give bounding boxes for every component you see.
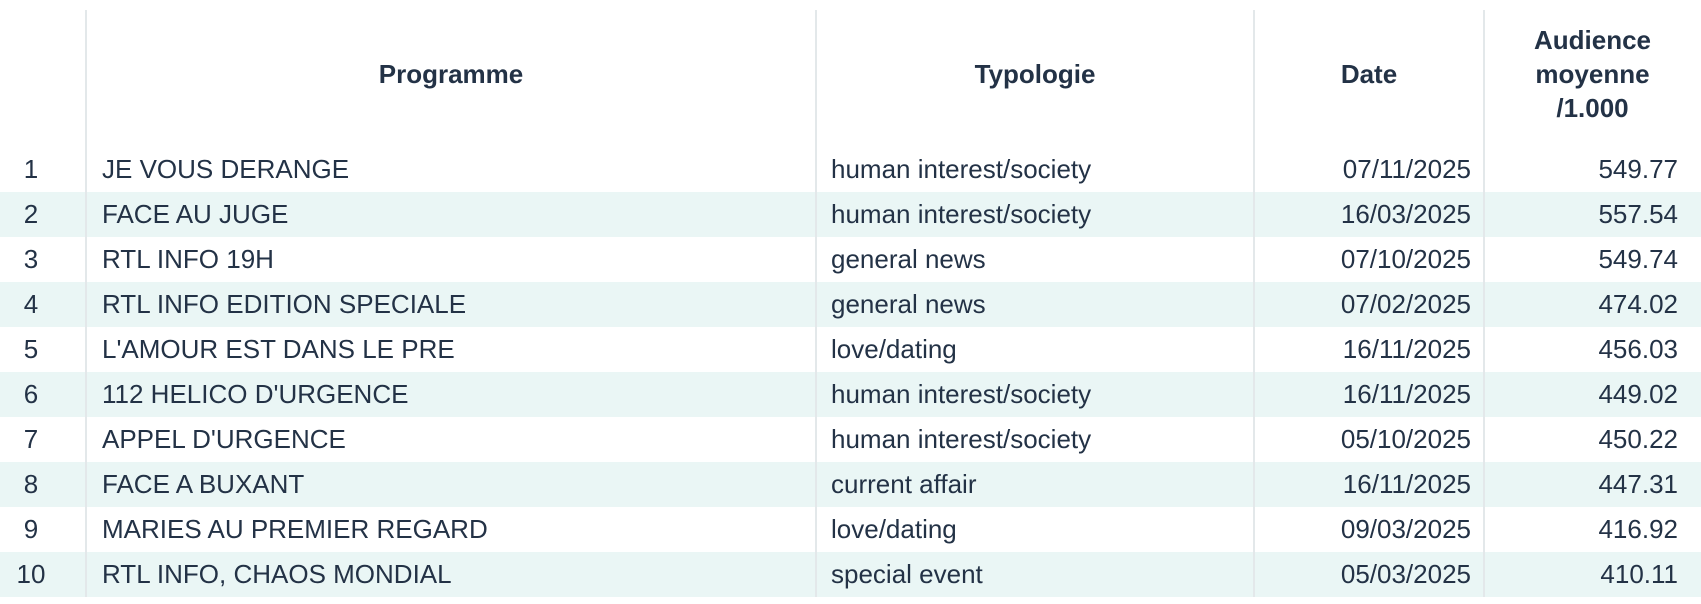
table-row: 10 RTL INFO, CHAOS MONDIAL special event… <box>0 552 1701 597</box>
table-row: 6 112 HELICO D'URGENCE human interest/so… <box>0 372 1701 417</box>
cell-typologie: love/dating <box>831 514 957 544</box>
cell-date: 09/03/2025 <box>1340 514 1471 544</box>
cell-audience: 549.74 <box>1598 244 1678 274</box>
column-divider <box>815 10 817 597</box>
cell-audience: 410.11 <box>1600 559 1678 589</box>
column-header-programme: Programme <box>86 0 816 147</box>
cell-programme: FACE AU JUGE <box>102 199 289 229</box>
cell-typologie: human interest/society <box>831 199 1092 229</box>
cell-date: 16/11/2025 <box>1342 469 1471 499</box>
cell-date: 05/03/2025 <box>1340 559 1471 589</box>
cell-programme: JE VOUS DERANGE <box>102 154 350 184</box>
column-header-audience: Audience moyenne /1.000 <box>1484 0 1701 147</box>
table-row: 1 JE VOUS DERANGE human interest/society… <box>0 147 1701 192</box>
cell-date: 07/02/2025 <box>1340 289 1471 319</box>
cell-rank: 1 <box>23 154 39 184</box>
cell-audience: 450.22 <box>1598 424 1678 454</box>
cell-audience: 449.02 <box>1598 379 1678 409</box>
cell-audience: 447.31 <box>1598 469 1678 499</box>
table-row: 9 MARIES AU PREMIER REGARD love/dating 0… <box>0 507 1701 552</box>
cell-rank: 5 <box>23 334 39 364</box>
cell-date: 05/10/2025 <box>1340 424 1471 454</box>
cell-audience: 416.92 <box>1598 514 1678 544</box>
cell-typologie: love/dating <box>831 334 957 364</box>
cell-programme: RTL INFO EDITION SPECIALE <box>102 289 467 319</box>
table-row: 8 FACE A BUXANT current affair 16/11/202… <box>0 462 1701 507</box>
cell-programme: L'AMOUR EST DANS LE PRE <box>102 334 455 364</box>
column-header-rank <box>0 0 86 147</box>
column-header-date-label: Date <box>1340 58 1398 89</box>
column-header-date: Date <box>1254 0 1484 147</box>
table-row: 3 RTL INFO 19H general news 07/10/2025 5… <box>0 237 1701 282</box>
table-row: 5 L'AMOUR EST DANS LE PRE love/dating 16… <box>0 327 1701 372</box>
cell-typologie: current affair <box>831 469 977 499</box>
cell-programme: FACE A BUXANT <box>102 469 305 499</box>
cell-date: 16/03/2025 <box>1340 199 1471 229</box>
cell-rank: 3 <box>23 244 39 274</box>
cell-typologie: special event <box>831 559 983 589</box>
cell-typologie: general news <box>831 244 986 274</box>
cell-date: 07/11/2025 <box>1342 154 1471 184</box>
cell-rank: 4 <box>23 289 39 319</box>
column-divider <box>85 10 87 597</box>
column-divider <box>1483 10 1485 597</box>
cell-typologie: human interest/society <box>831 424 1092 454</box>
cell-rank: 2 <box>23 199 39 229</box>
cell-rank: 10 <box>16 559 46 589</box>
cell-audience: 557.54 <box>1598 199 1678 229</box>
cell-date: 07/10/2025 <box>1340 244 1471 274</box>
cell-programme: RTL INFO, CHAOS MONDIAL <box>102 559 452 589</box>
table-row: 4 RTL INFO EDITION SPECIALE general news… <box>0 282 1701 327</box>
column-header-programme-label: Programme <box>378 58 524 89</box>
cell-programme: APPEL D'URGENCE <box>102 424 346 454</box>
cell-rank: 6 <box>23 379 39 409</box>
cell-programme: MARIES AU PREMIER REGARD <box>102 514 488 544</box>
column-divider <box>1253 10 1255 597</box>
cell-date: 16/11/2025 <box>1342 334 1471 364</box>
cell-programme: RTL INFO 19H <box>102 244 274 274</box>
cell-typologie: human interest/society <box>831 379 1092 409</box>
cell-audience: 549.77 <box>1598 154 1678 184</box>
cell-rank: 7 <box>23 424 39 454</box>
column-header-typologie-label: Typologie <box>974 58 1096 89</box>
column-header-audience-label: Audience moyenne /1.000 <box>1533 24 1652 123</box>
table-row: 7 APPEL D'URGENCE human interest/society… <box>0 417 1701 462</box>
cell-rank: 9 <box>23 514 39 544</box>
cell-rank: 8 <box>23 469 39 499</box>
cell-typologie: general news <box>831 289 986 319</box>
cell-audience: 456.03 <box>1598 334 1678 364</box>
column-header-typologie: Typologie <box>816 0 1254 147</box>
table-row: 2 FACE AU JUGE human interest/society 16… <box>0 192 1701 237</box>
table-header-row: Programme Typologie Date Audience moyenn… <box>0 0 1701 147</box>
cell-audience: 474.02 <box>1598 289 1678 319</box>
cell-typologie: human interest/society <box>831 154 1092 184</box>
cell-date: 16/11/2025 <box>1342 379 1471 409</box>
cell-programme: 112 HELICO D'URGENCE <box>102 379 409 409</box>
